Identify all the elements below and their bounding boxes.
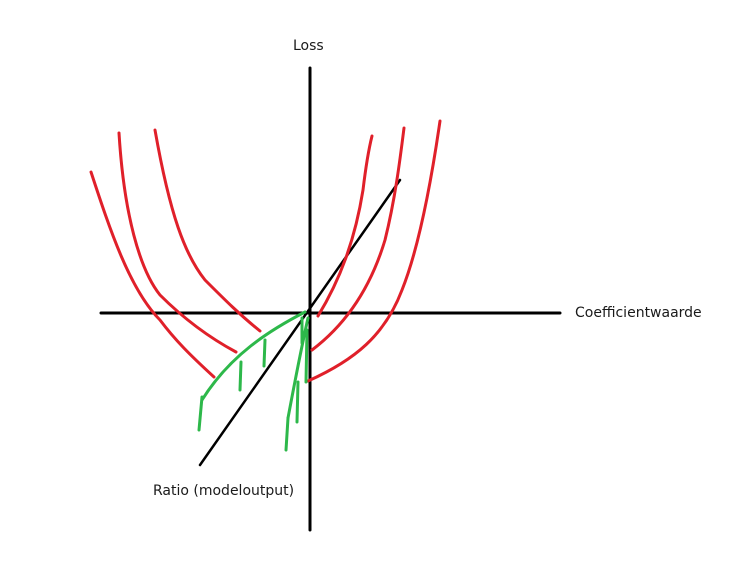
green-branch-down xyxy=(286,316,310,420)
diagonal-label: Ratio (modeloutput) xyxy=(153,483,294,499)
green-tick-1 xyxy=(197,395,204,432)
x-axis-label: Coefficientwaarde xyxy=(575,305,702,321)
red-curve-left-outer xyxy=(89,170,216,379)
red-curve-right-middle xyxy=(310,126,406,352)
diagonal-ratio-line xyxy=(198,178,402,467)
green-tick-3 xyxy=(262,338,267,368)
y-axis-label: Loss xyxy=(293,38,324,54)
green-tick-5 xyxy=(304,328,309,384)
red-curve-right-inner xyxy=(316,134,374,318)
red-curve-right-outer xyxy=(306,119,442,383)
green-tick-6 xyxy=(295,380,300,424)
green-tick-7 xyxy=(284,416,290,452)
green-tick-2 xyxy=(238,360,243,392)
green-branch-left xyxy=(200,310,307,402)
red-curve-left-inner xyxy=(153,128,262,333)
red-curve-left-middle xyxy=(117,131,238,354)
